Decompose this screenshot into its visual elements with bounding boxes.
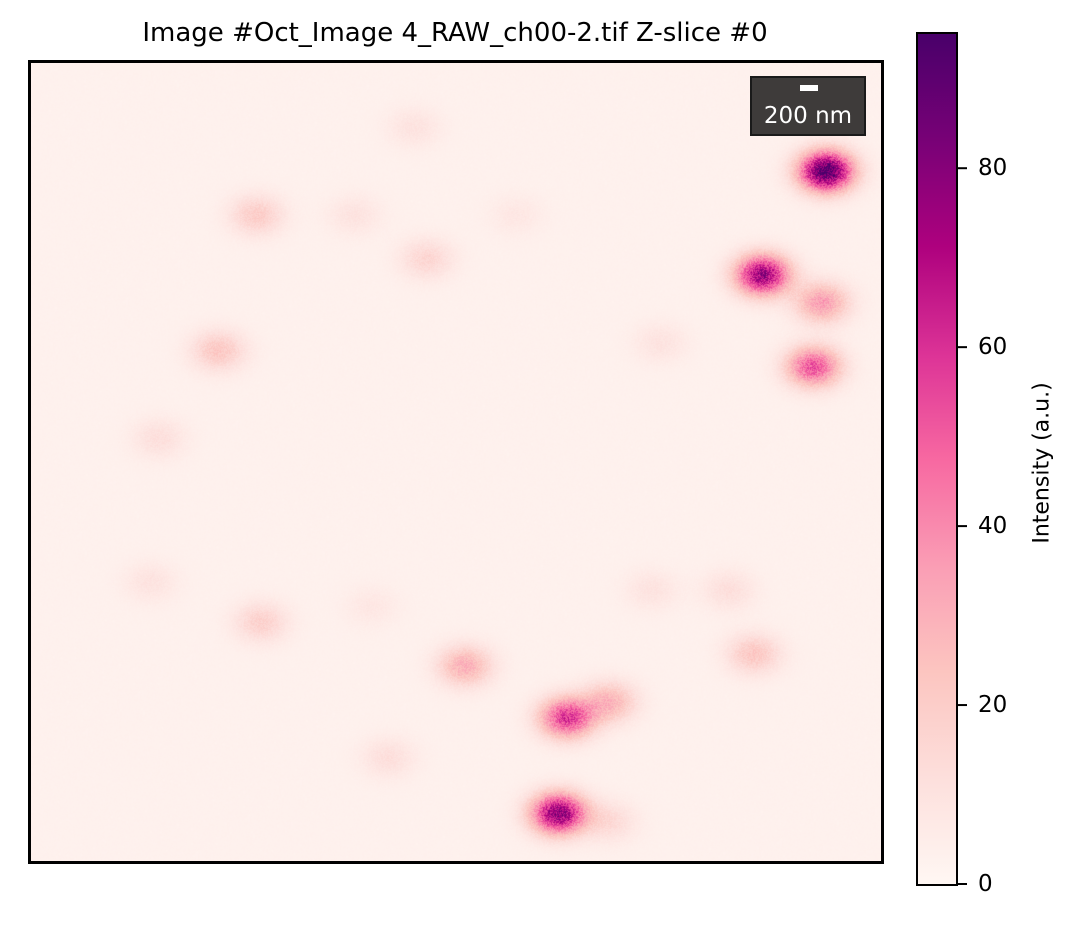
colorbar-tick-label: 20 xyxy=(978,692,1008,719)
intensity-heatmap xyxy=(31,63,881,861)
colorbar xyxy=(916,32,958,886)
scale-bar: 200 nm xyxy=(750,76,866,136)
chart-title: Image #Oct_Image 4_RAW_ch00-2.tif Z-slic… xyxy=(142,18,768,48)
scale-bar-label: 200 nm xyxy=(763,103,853,129)
image-panel: 200 nm xyxy=(28,60,884,864)
colorbar-tick-label: 80 xyxy=(978,155,1008,182)
colorbar-tick-label: 40 xyxy=(978,513,1008,540)
colorbar-tick-label: 0 xyxy=(978,871,993,897)
scale-bar-line xyxy=(800,85,818,91)
colorbar-label: Intensity (a.u.) xyxy=(1029,382,1055,544)
colorbar-tick-label: 60 xyxy=(978,334,1008,361)
